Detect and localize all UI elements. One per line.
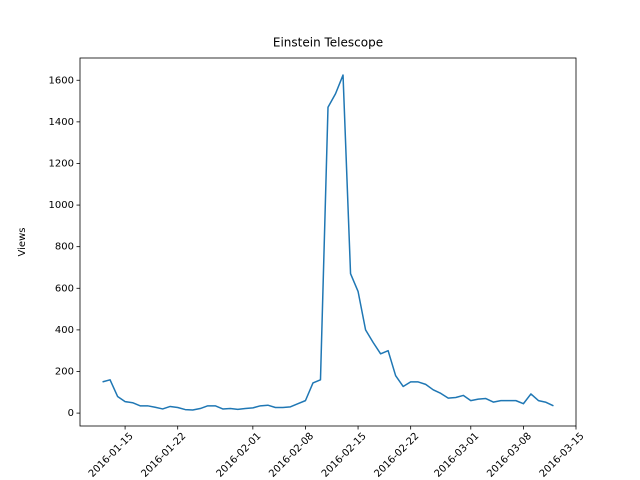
chart-title: Einstein Telescope: [273, 36, 383, 50]
y-tick-label: 200: [55, 366, 74, 377]
y-tick-label: 0: [68, 408, 74, 419]
y-tick-label: 1600: [49, 75, 74, 86]
x-tick-label: 2016-02-15: [320, 431, 369, 480]
x-tick-label: 2016-02-22: [372, 431, 421, 480]
x-tick-label: 2016-01-15: [87, 431, 136, 480]
y-axis-label: Views: [17, 228, 28, 257]
y-tick-label: 1200: [49, 158, 74, 169]
y-tick-label: 1400: [49, 117, 74, 128]
y-tick-label: 800: [55, 242, 74, 253]
plot-frame: [79, 57, 577, 427]
x-tick-label: 2016-03-15: [538, 431, 587, 480]
x-tick-label: 2016-03-01: [433, 431, 482, 480]
x-tick-label: 2016-03-08: [485, 431, 534, 480]
data-line: [102, 74, 554, 411]
y-tick-label: 600: [55, 283, 74, 294]
y-tick-label: 1000: [49, 200, 74, 211]
x-tick-label: 2016-02-08: [267, 431, 316, 480]
x-tick-label: 2016-01-22: [139, 431, 188, 480]
x-tick-label: 2016-02-01: [215, 431, 264, 480]
y-tick-label: 400: [55, 325, 74, 336]
